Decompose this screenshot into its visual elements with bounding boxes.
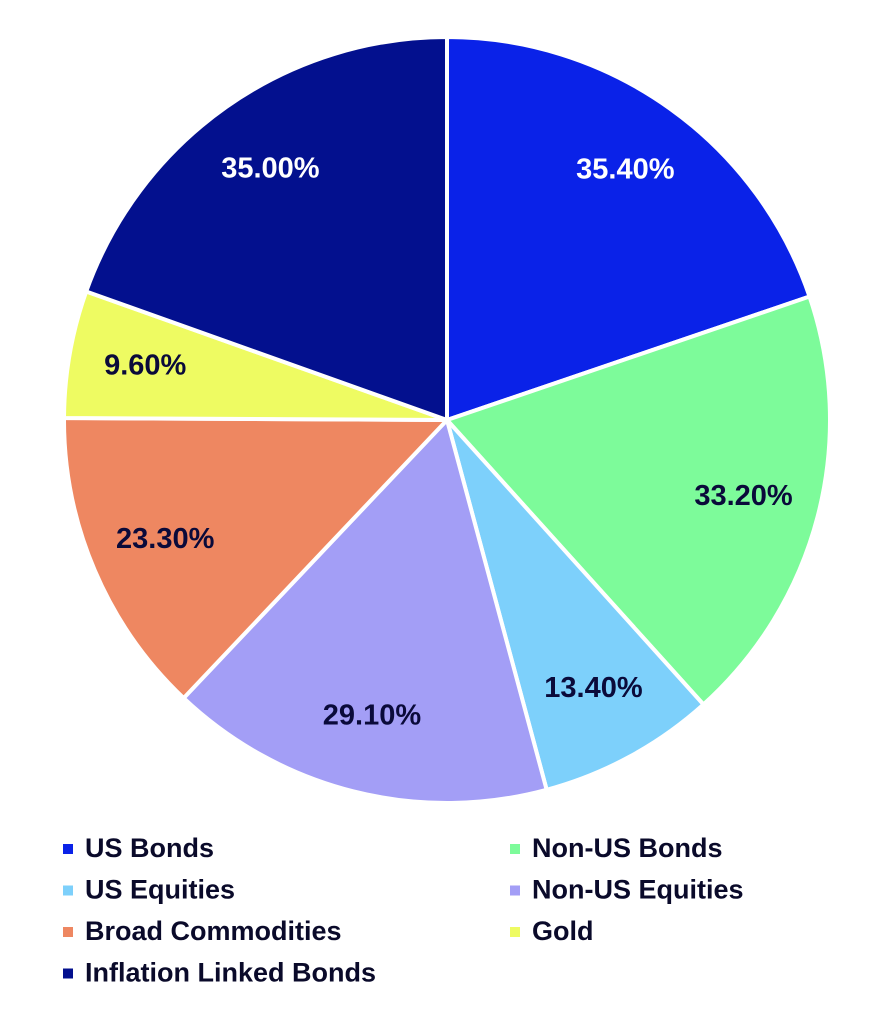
- value-label: 9.60%: [104, 350, 186, 382]
- legend-marker: [510, 844, 520, 854]
- legend-label: US Bonds: [85, 833, 214, 863]
- legend-marker: [510, 927, 520, 937]
- value-label: 35.00%: [221, 152, 320, 184]
- value-label: 35.40%: [576, 154, 675, 186]
- legend-marker: [63, 968, 73, 979]
- pie-slice: [83, 34, 449, 423]
- legend-marker: [63, 927, 73, 937]
- legend-marker: [510, 885, 520, 896]
- value-label: 23.30%: [116, 523, 215, 555]
- legend-label: Broad Commodities: [85, 916, 342, 946]
- legend-marker: [63, 844, 73, 854]
- legend-label: US Equities: [85, 875, 235, 905]
- legend-label: Inflation Linked Bonds: [85, 958, 376, 988]
- pie-slice: [180, 416, 550, 805]
- value-label: 29.10%: [323, 700, 422, 732]
- pie-slice: [443, 294, 832, 708]
- legend-marker: [63, 885, 73, 896]
- value-label: 33.20%: [694, 480, 793, 512]
- pie-slice: [445, 34, 813, 423]
- legend-label: Non-US Equities: [532, 875, 744, 905]
- pie-slice: [445, 418, 707, 793]
- value-label: 13.40%: [544, 672, 643, 704]
- legend-label: Non-US Bonds: [532, 833, 722, 863]
- legend-label: Gold: [532, 916, 594, 946]
- pie-slice: [62, 415, 452, 701]
